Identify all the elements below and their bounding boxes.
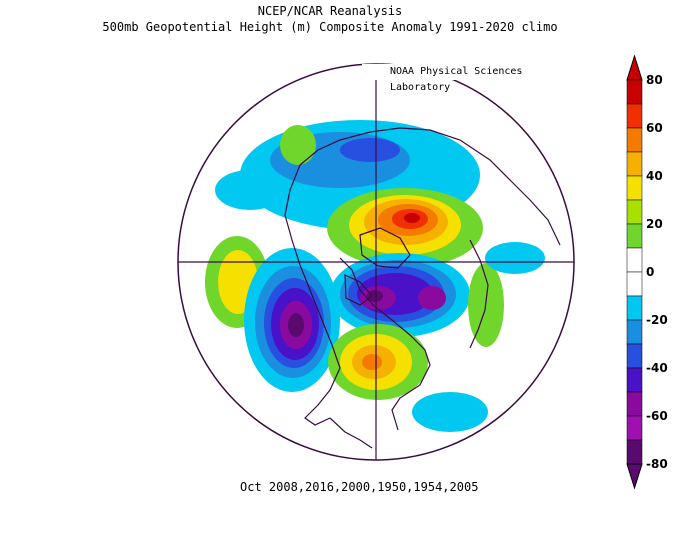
colorbar-band [626,271,643,297]
colorbar-tick-label: -60 [646,409,668,423]
central-america [329,417,373,449]
colorbar-band [626,319,643,345]
colorbar-band [626,391,643,417]
colorbar-band [626,295,643,321]
colorbar-band [626,79,643,105]
colorbar-band [626,127,643,153]
colorbar-band [626,367,643,393]
na-ridge-60 [362,354,382,370]
pacific-low-80 [288,313,304,337]
coastlines [284,127,561,449]
colorbar-band [626,223,643,249]
credit-label: NOAA Physical Sciences Laboratory [362,64,574,93]
north-america-west-coast [284,164,341,426]
atlantic-trough-80 [367,290,383,302]
colorbar: 80 60 40 20 0 -20 -40 -60 -80 [626,54,668,490]
colorbar-top-arrow [626,54,643,81]
colorbar-tick-label: 20 [646,217,663,231]
colorbar-band [626,199,643,225]
colorbar-band [626,247,643,273]
atlantic-trough-60b [418,286,446,310]
greenland-negative [215,170,285,210]
colorbar-tick-label: 60 [646,121,663,135]
colorbar-band [626,439,643,465]
colorbar-bottom-arrow [626,463,643,490]
colorbar-band [626,343,643,369]
title-line-1: NCEP/NCAR Reanalysis [257,4,403,18]
colorbar-tick-label: 0 [646,265,654,279]
hudson-bay [344,274,373,306]
years-caption: Oct 2008,2016,2000,1950,1954,2005 [240,480,479,494]
bering-positive [280,125,316,165]
subtropical-negative [412,392,488,432]
north-america-east-coast [339,257,431,431]
barents-ridge-80 [404,213,420,223]
asia-coast [299,127,561,246]
arctic-negative-30 [340,138,400,162]
colorbar-band [626,415,643,441]
colorbar-band [626,151,643,177]
colorbar-tick-label: -20 [646,313,668,327]
colorbar-tick-label: -40 [646,361,668,375]
europe-coast [469,239,489,349]
colorbar-tick-label: 80 [646,73,663,87]
anomaly-shading [205,120,545,432]
colorbar-tick-label: -80 [646,457,668,471]
colorbar-band [626,175,643,201]
title-line-2: 500mb Geopotential Height (m) Composite … [102,20,558,34]
siberia-negative [485,242,545,274]
colorbar-band [626,103,643,129]
colorbar-tick-label: 40 [646,169,663,183]
